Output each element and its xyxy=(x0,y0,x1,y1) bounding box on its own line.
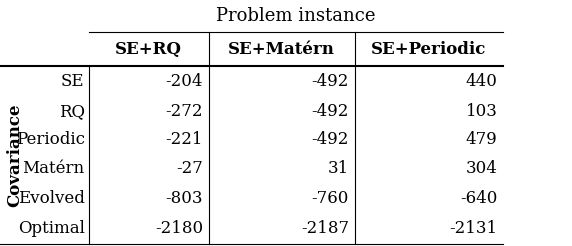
Text: -221: -221 xyxy=(165,131,203,148)
Text: -640: -640 xyxy=(460,189,498,207)
Text: Covariance: Covariance xyxy=(6,103,23,207)
Text: 479: 479 xyxy=(466,131,498,148)
Text: -492: -492 xyxy=(312,73,349,90)
Text: 304: 304 xyxy=(466,160,498,177)
Text: Matérn: Matérn xyxy=(22,160,85,177)
Text: -2187: -2187 xyxy=(301,220,349,237)
Text: -2180: -2180 xyxy=(155,220,203,237)
Text: -204: -204 xyxy=(165,73,203,90)
Text: -492: -492 xyxy=(312,103,349,120)
Text: 440: 440 xyxy=(466,73,498,90)
Text: -27: -27 xyxy=(176,160,203,177)
Text: -760: -760 xyxy=(312,189,349,207)
Text: 31: 31 xyxy=(328,160,349,177)
Text: SE: SE xyxy=(61,73,85,90)
Text: SE+Periodic: SE+Periodic xyxy=(371,41,487,58)
Text: -492: -492 xyxy=(312,131,349,148)
Text: SE+RQ: SE+RQ xyxy=(115,41,182,58)
Text: -272: -272 xyxy=(165,103,203,120)
Text: Periodic: Periodic xyxy=(15,131,85,148)
Text: -803: -803 xyxy=(165,189,203,207)
Text: Evolved: Evolved xyxy=(18,189,85,207)
Text: Optimal: Optimal xyxy=(18,220,85,237)
Text: 103: 103 xyxy=(466,103,498,120)
Text: -2131: -2131 xyxy=(450,220,498,237)
Text: Problem instance: Problem instance xyxy=(216,7,376,25)
Text: SE+Matérn: SE+Matérn xyxy=(228,41,335,58)
Text: RQ: RQ xyxy=(59,103,85,120)
